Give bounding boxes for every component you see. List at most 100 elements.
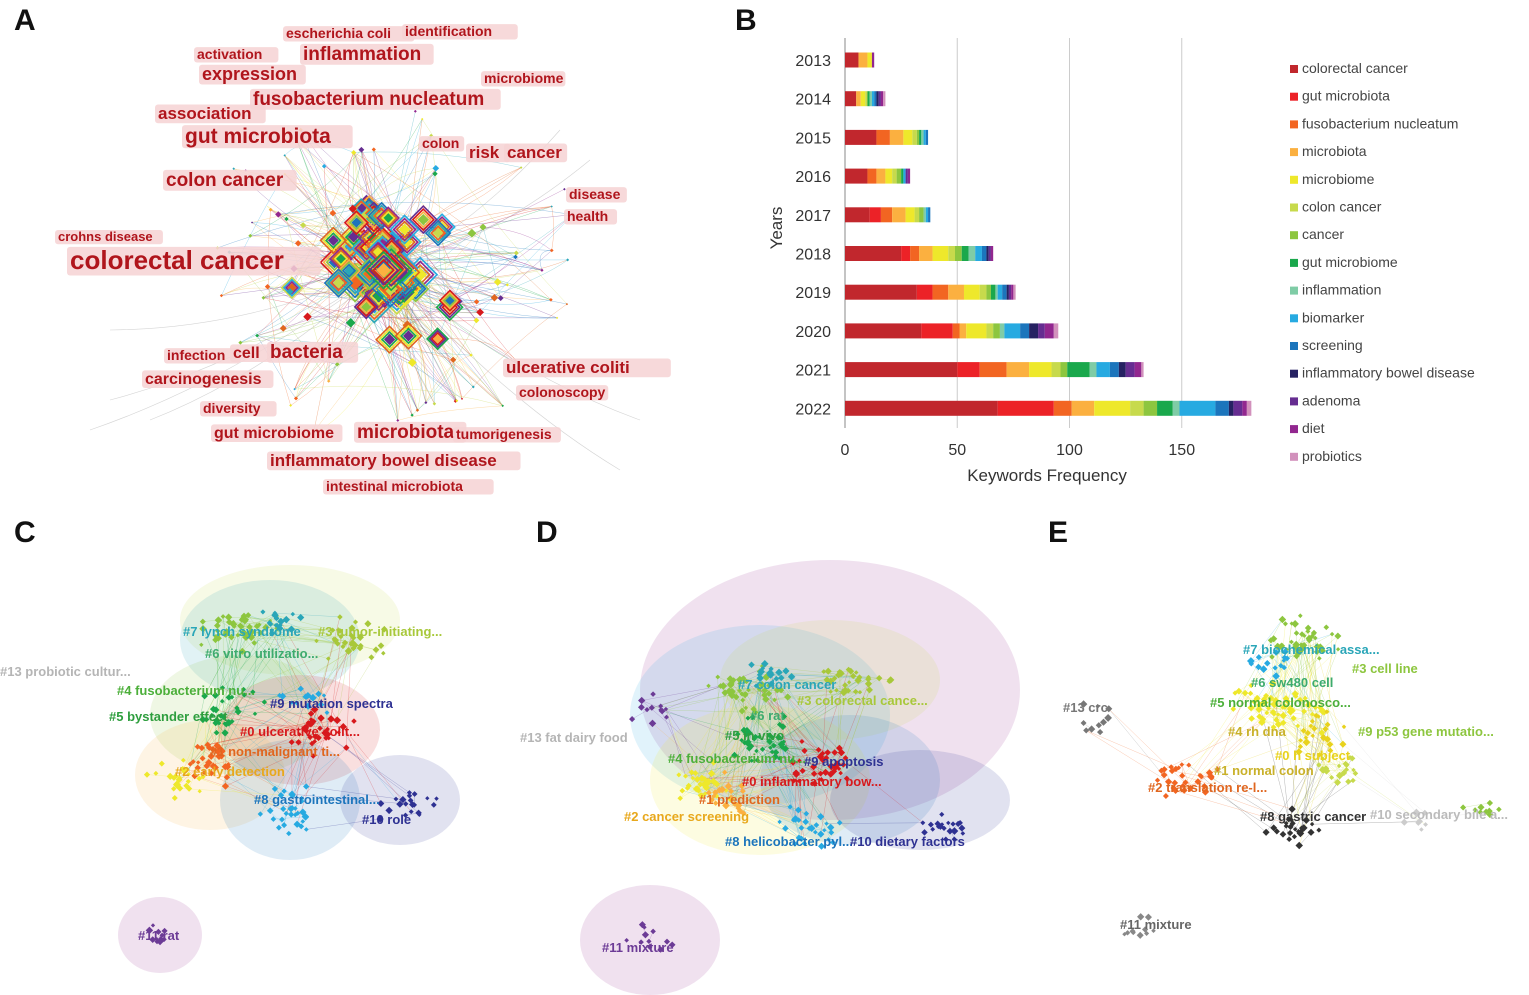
bar-segment xyxy=(1002,284,1007,300)
cluster-edge xyxy=(216,720,228,767)
network-node xyxy=(445,296,455,306)
network-edge xyxy=(449,299,552,305)
cluster-node xyxy=(1301,708,1307,715)
network-node xyxy=(279,324,287,332)
x-axis-label: Keywords Frequency xyxy=(967,466,1127,485)
bar-segment xyxy=(975,246,982,261)
cluster-edge xyxy=(313,616,341,722)
bar-segment xyxy=(1013,284,1016,300)
cluster-edge xyxy=(1209,735,1313,773)
cluster-node xyxy=(1168,764,1174,770)
keyword-label-text: carcinogenesis xyxy=(145,371,262,388)
cluster-node xyxy=(732,693,740,701)
cluster-node xyxy=(325,726,330,732)
network-node xyxy=(333,251,349,267)
bar-segment xyxy=(921,323,953,339)
keyword-label-text: diversity xyxy=(203,400,261,416)
cluster-node xyxy=(1329,774,1335,780)
keyword-label-text: risk xyxy=(469,143,500,162)
cluster-edge xyxy=(1268,707,1327,712)
cluster-edge xyxy=(804,750,840,823)
cluster-label: #11 mixture xyxy=(1120,917,1192,932)
bar-segment xyxy=(1089,362,1097,378)
network-node xyxy=(341,263,357,278)
bar-segment xyxy=(871,52,875,68)
cluster-edge xyxy=(207,721,312,745)
keyword-label: risk xyxy=(466,143,511,163)
y-tick-label: 2017 xyxy=(795,208,831,225)
keyword-label-bg xyxy=(466,143,511,163)
legend-swatch xyxy=(1290,342,1298,350)
cluster-node xyxy=(1097,728,1104,736)
cluster-node xyxy=(658,707,664,713)
cluster-edge xyxy=(821,679,828,780)
legend-label: colorectal cancer xyxy=(1302,60,1408,76)
cluster-edge xyxy=(1178,704,1260,768)
keyword-label: ulcerative coliti xyxy=(503,358,671,378)
cluster-edge xyxy=(685,690,740,777)
cluster-node xyxy=(402,812,409,818)
cluster-edge xyxy=(769,673,869,680)
cluster-node xyxy=(1264,710,1270,716)
network-node xyxy=(351,217,362,228)
cluster-node xyxy=(830,839,836,846)
cluster-edge xyxy=(687,710,743,789)
network-node xyxy=(232,167,235,170)
keyword-label-bg xyxy=(267,451,521,471)
keyword-label-bg xyxy=(283,26,415,42)
cluster-edge xyxy=(722,712,756,790)
cluster-node xyxy=(792,841,798,847)
cluster-edge xyxy=(260,736,311,815)
cluster-edge xyxy=(244,694,306,729)
cluster-node xyxy=(1164,778,1173,786)
bar-segment xyxy=(845,284,917,300)
keyword-label: inflammatory bowel disease xyxy=(267,451,521,471)
cluster-node xyxy=(1323,624,1330,631)
cluster-edge xyxy=(213,717,224,767)
cluster-network-c: #13 probiotic cultur... #7 lynch syndrome… xyxy=(0,565,460,973)
network-node xyxy=(420,117,424,121)
cluster-edge xyxy=(678,694,732,776)
network-node xyxy=(565,302,569,306)
cluster-edge xyxy=(744,680,772,684)
keyword-label-bg xyxy=(453,427,561,443)
cluster-node xyxy=(777,740,786,749)
bar-segment xyxy=(880,91,884,107)
x-tick-label: 50 xyxy=(948,442,966,459)
keyword-label-text: colon xyxy=(422,135,459,151)
bar-segment xyxy=(1179,400,1216,416)
bar-segment xyxy=(1134,362,1142,378)
cluster-edge xyxy=(292,713,312,808)
cluster-node xyxy=(377,800,385,807)
keyword-label-bg xyxy=(354,421,467,443)
cluster-edge xyxy=(750,716,785,747)
keyword-label: identification xyxy=(402,23,518,40)
keyword-label: association xyxy=(155,104,266,124)
cluster-node xyxy=(1289,639,1294,645)
bar-segment xyxy=(1109,362,1119,378)
cluster-edge xyxy=(1302,646,1323,712)
cluster-edge xyxy=(326,712,400,805)
cluster-label: #6 sw480 cell xyxy=(1251,675,1333,690)
cluster-edge xyxy=(765,698,821,774)
cluster-edge xyxy=(759,681,831,690)
bar-segment xyxy=(1130,400,1144,416)
cluster-label: #11 mixture xyxy=(602,940,674,955)
cluster-node xyxy=(425,796,430,801)
cluster-node xyxy=(1279,830,1287,838)
network-node xyxy=(476,308,484,317)
cluster-node xyxy=(743,727,751,734)
cluster-node xyxy=(782,667,790,675)
cluster-edge xyxy=(1250,660,1307,743)
cluster-edge xyxy=(779,724,794,821)
cluster-edge xyxy=(238,711,312,714)
keyword-label-text: ulcerative coliti xyxy=(506,358,630,377)
cluster-edge xyxy=(1295,693,1327,769)
cluster-node xyxy=(430,801,437,808)
cluster-edge xyxy=(1322,635,1338,649)
cluster-edge xyxy=(248,614,307,697)
cluster-edge xyxy=(781,744,800,838)
network-node xyxy=(402,330,415,342)
network-node xyxy=(469,353,473,357)
bar-segment xyxy=(914,207,920,223)
